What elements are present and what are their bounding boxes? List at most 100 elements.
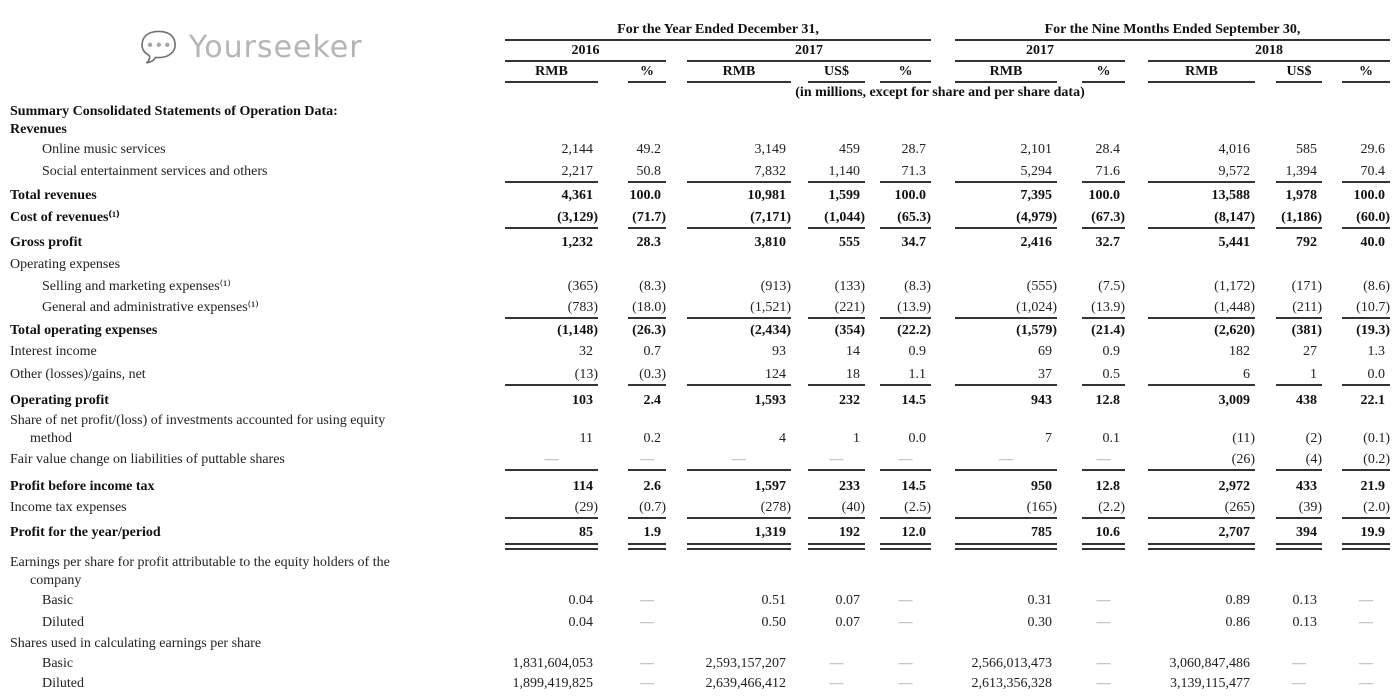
rule-line [1082, 81, 1125, 83]
cell-value: 0.51 [761, 593, 787, 608]
cell-value: (10.7) [1356, 300, 1390, 315]
cell-value: 103 [572, 393, 593, 408]
rule-line [1148, 517, 1255, 519]
cell-value: — [640, 656, 654, 671]
rule-line [880, 317, 931, 319]
cell-value: 585 [1296, 142, 1317, 157]
cell-value: (1,044) [824, 210, 865, 225]
double-rule [628, 543, 666, 550]
rule-line [1148, 317, 1255, 319]
cell-value: 1,232 [561, 235, 594, 250]
cell-value: 100.0 [1088, 188, 1121, 203]
rule-line [1342, 181, 1390, 183]
cell-value: 1,599 [828, 188, 861, 203]
rule-line [880, 181, 931, 183]
cell-value: 1,593 [754, 393, 787, 408]
cell-value: 0.13 [1292, 615, 1318, 630]
double-rule [1276, 543, 1322, 550]
cell-value: — [829, 452, 844, 467]
double-rule [1082, 543, 1125, 550]
row-label: Selling and marketing expenses⁽¹⁾ [42, 279, 231, 294]
rule-line [808, 517, 865, 519]
cell-value: — [898, 615, 913, 630]
row-label: Total operating expenses [10, 323, 158, 338]
row-label: Gross profit [10, 235, 83, 250]
cell-value: 0.13 [1292, 593, 1318, 608]
cell-value: (7.5) [1098, 279, 1125, 294]
row-label: Summary Consolidated Statements of Opera… [10, 104, 338, 119]
cell-value: 3,810 [754, 235, 787, 250]
wechat-icon: 💬 [140, 30, 179, 65]
cell-value: 1.9 [643, 525, 662, 540]
cell-value: (1,024) [1016, 300, 1057, 315]
row-label: Revenues [10, 122, 67, 137]
row-label-continued: company [30, 573, 82, 588]
double-rule [687, 543, 791, 550]
cell-value: 7 [1045, 431, 1052, 446]
cell-value: (18.0) [632, 300, 666, 315]
cell-value: (0.3) [639, 367, 666, 382]
cell-value: 29.6 [1360, 142, 1386, 157]
currency-header: RMB [989, 64, 1023, 79]
rule-line [628, 227, 666, 229]
watermark-text: Yourseeker [188, 30, 363, 65]
cell-value: 10,981 [747, 188, 787, 203]
cell-value: (8,147) [1214, 210, 1255, 225]
cell-value: 2,416 [1020, 235, 1053, 250]
cell-value: (3,129) [557, 210, 598, 225]
cell-value: 69 [1038, 344, 1052, 359]
rule-line [505, 227, 598, 229]
cell-value: 0.1 [1102, 431, 1121, 446]
rule-line [1276, 317, 1322, 319]
cell-value: 22.1 [1360, 393, 1386, 408]
cell-value: 114 [572, 479, 593, 494]
year-header: 2017 [795, 43, 823, 58]
cell-value: 12.0 [901, 525, 927, 540]
cell-value: 0.50 [761, 615, 787, 630]
rule-line [505, 469, 598, 471]
cell-value: 34.7 [901, 235, 927, 250]
currency-header: % [898, 64, 913, 79]
rule-line [505, 81, 598, 83]
cell-value: 100.0 [1353, 188, 1386, 203]
cell-value: (4) [1305, 452, 1322, 467]
double-rule [1342, 543, 1390, 550]
cell-value: (13.9) [897, 300, 931, 315]
row-label: Income tax expenses [10, 500, 127, 515]
cell-value: 0.04 [568, 615, 594, 630]
cell-value: 0.9 [1102, 344, 1121, 359]
cell-value: — [1096, 676, 1111, 691]
rule-line [808, 81, 865, 83]
cell-value: 93 [772, 344, 786, 359]
row-label: Profit for the year/period [10, 525, 161, 540]
row-label: Interest income [10, 344, 97, 359]
cell-value: (13.9) [1091, 300, 1125, 315]
cell-value: (1,172) [1214, 279, 1255, 294]
rule-line [628, 81, 666, 83]
cell-value: 3,009 [1218, 393, 1251, 408]
cell-value: (65.3) [897, 210, 931, 225]
cell-value: (7,171) [750, 210, 791, 225]
cell-value: (19.3) [1356, 323, 1390, 338]
rule-line [1276, 384, 1322, 386]
rule-line [1082, 469, 1125, 471]
currency-header: RMB [722, 64, 756, 79]
row-label: Earnings per share for profit attributab… [10, 555, 390, 570]
cell-value: (8.3) [639, 279, 666, 294]
cell-value: 0.07 [835, 615, 861, 630]
currency-header: % [1096, 64, 1111, 79]
cell-value: 555 [839, 235, 860, 250]
rule-line [1148, 227, 1255, 229]
cell-value: (0.7) [639, 500, 666, 515]
rule-line [687, 81, 791, 83]
cell-value: 13,588 [1211, 188, 1251, 203]
cell-value: (0.2) [1363, 452, 1390, 467]
cell-value: — [898, 676, 913, 691]
cell-value: (913) [760, 279, 791, 294]
cell-value: 0.30 [1027, 615, 1053, 630]
cell-value: — [1096, 615, 1111, 630]
row-label: Shares used in calculating earnings per … [10, 636, 262, 651]
rule-line [505, 317, 598, 319]
currency-header: % [1359, 64, 1373, 79]
rule-line [1276, 469, 1322, 471]
